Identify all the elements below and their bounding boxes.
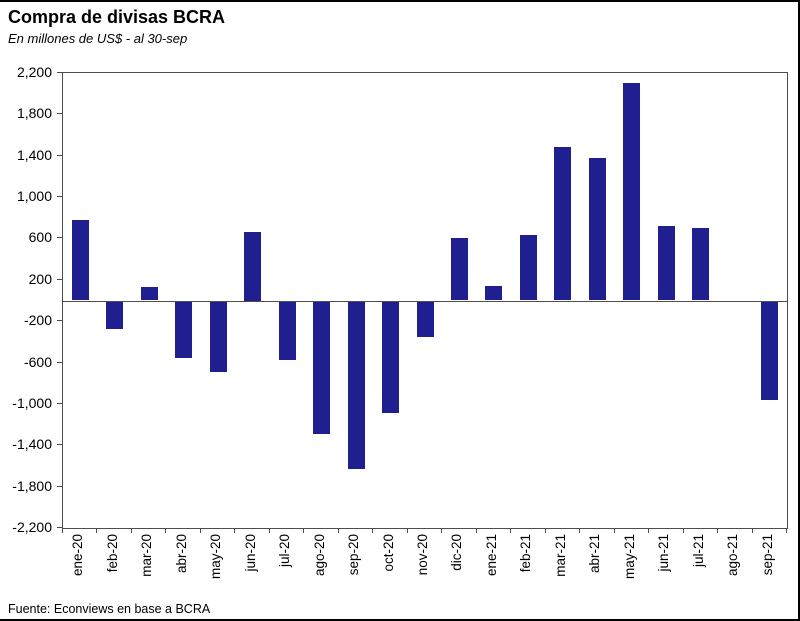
x-axis-tick (62, 528, 63, 533)
x-axis-tick (786, 528, 787, 533)
x-axis-label-abr-21: abr-21 (587, 534, 603, 574)
y-axis-tick (57, 485, 62, 487)
y-axis-label: -1,400 (12, 436, 52, 453)
y-axis-tick (57, 237, 62, 239)
x-axis-tick (234, 528, 236, 533)
bar-jun-20 (244, 232, 262, 301)
x-axis-label-nov-20: nov-20 (415, 534, 430, 576)
x-axis-tick (544, 528, 546, 533)
chart-subtitle: En millones de US$ - al 30-sep (8, 31, 188, 46)
y-axis-tick (57, 444, 62, 446)
bar-mar-21 (554, 147, 572, 301)
y-axis-label: 2,200 (16, 64, 52, 80)
bar-may-20 (209, 301, 227, 372)
x-axis-tick (406, 528, 408, 533)
x-axis-tick (579, 528, 581, 533)
y-axis-label: -1,800 (12, 477, 52, 494)
x-axis-tick (303, 528, 305, 533)
x-axis-label-ago-20: ago-20 (311, 534, 327, 577)
x-axis-tick (751, 528, 753, 533)
y-axis-tick (57, 72, 62, 73)
x-axis-label-jun-20: jun-20 (242, 534, 258, 572)
x-axis-label-jun-21: jun-21 (656, 534, 672, 572)
y-axis-tick (57, 527, 62, 528)
y-axis-label: -1,000 (12, 394, 52, 411)
x-axis-label-feb-21: feb-21 (518, 534, 534, 573)
x-axis-label-may-21: may-21 (621, 534, 637, 580)
y-axis-tick (57, 402, 62, 404)
bar-mar-20 (140, 287, 158, 301)
x-axis-tick (717, 528, 719, 533)
x-axis-tick (337, 528, 339, 533)
x-axis-tick (165, 528, 167, 533)
bar-sep-21 (761, 301, 779, 400)
y-axis-label: 1,400 (16, 146, 52, 163)
y-axis-label: 200 (28, 270, 52, 287)
x-axis-label-ago-21: ago-21 (725, 534, 741, 577)
x-axis-tick (648, 528, 650, 533)
x-axis-label-dic-20: dic-20 (449, 534, 465, 571)
x-axis-label-sep-21: sep-21 (759, 534, 775, 576)
y-axis-tick (57, 196, 62, 198)
y-axis-label: 1,800 (16, 105, 52, 122)
x-axis-tick (199, 528, 201, 533)
bar-jul-20 (278, 301, 296, 361)
x-axis-label-ene-21: ene-21 (483, 534, 499, 577)
x-axis-tick (510, 528, 512, 533)
x-axis-label-jul-20: jul-20 (277, 534, 293, 568)
x-axis-label-mar-20: mar-20 (139, 534, 155, 577)
x-axis-tick (682, 528, 684, 533)
bar-ago-20 (313, 301, 331, 434)
x-axis-label-oct-20: oct-20 (380, 534, 396, 572)
x-axis-label-mar-21: mar-21 (552, 534, 568, 577)
chart-title: Compra de divisas BCRA (8, 7, 226, 27)
source-note: Fuente: Econviews en base a BCRA (8, 602, 211, 616)
y-axis-label: -200 (23, 312, 52, 329)
bar-ene-21 (485, 286, 503, 301)
y-axis-tick (57, 154, 62, 156)
y-axis-tick (57, 278, 62, 280)
bar-nov-20 (416, 301, 434, 337)
bar-feb-21 (519, 235, 537, 301)
bar-feb-20 (106, 301, 124, 330)
bar-jun-21 (657, 226, 675, 301)
bar-ene-20 (71, 219, 89, 301)
bar-may-21 (623, 83, 641, 301)
x-axis-tick (130, 528, 132, 533)
x-axis-label-ene-20: ene-20 (70, 534, 86, 577)
y-axis-tick (57, 320, 62, 322)
bar-dic-20 (450, 238, 468, 301)
y-axis-label: -2,200 (12, 519, 52, 535)
x-axis-label-feb-20: feb-20 (104, 534, 120, 573)
y-axis-label: 600 (28, 229, 52, 246)
x-axis-tick (475, 528, 477, 533)
x-axis-label-may-20: may-20 (208, 534, 224, 580)
y-axis-tick (57, 361, 62, 363)
bar-abr-21 (588, 157, 606, 301)
y-axis-label: 1,000 (16, 188, 52, 205)
y-axis-label: -600 (23, 353, 52, 370)
bar-sep-20 (347, 301, 365, 470)
bar-abr-20 (175, 301, 193, 359)
x-axis-label-jul-21: jul-21 (690, 534, 706, 568)
x-axis-tick (441, 528, 443, 533)
x-axis-tick (372, 528, 374, 533)
bar-jul-21 (692, 228, 710, 301)
x-axis-tick (96, 528, 98, 533)
x-axis-label-abr-20: abr-20 (173, 534, 189, 574)
x-axis-tick (268, 528, 270, 533)
x-axis-tick (613, 528, 615, 533)
bar-oct-20 (382, 301, 400, 414)
y-axis-tick (57, 113, 62, 115)
plot-area (62, 72, 788, 529)
x-axis-label-sep-20: sep-20 (346, 534, 362, 576)
